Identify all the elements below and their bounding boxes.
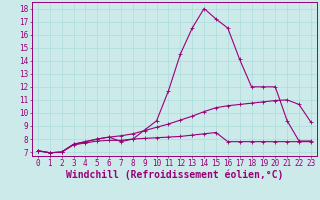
X-axis label: Windchill (Refroidissement éolien,°C): Windchill (Refroidissement éolien,°C) (66, 170, 283, 180)
